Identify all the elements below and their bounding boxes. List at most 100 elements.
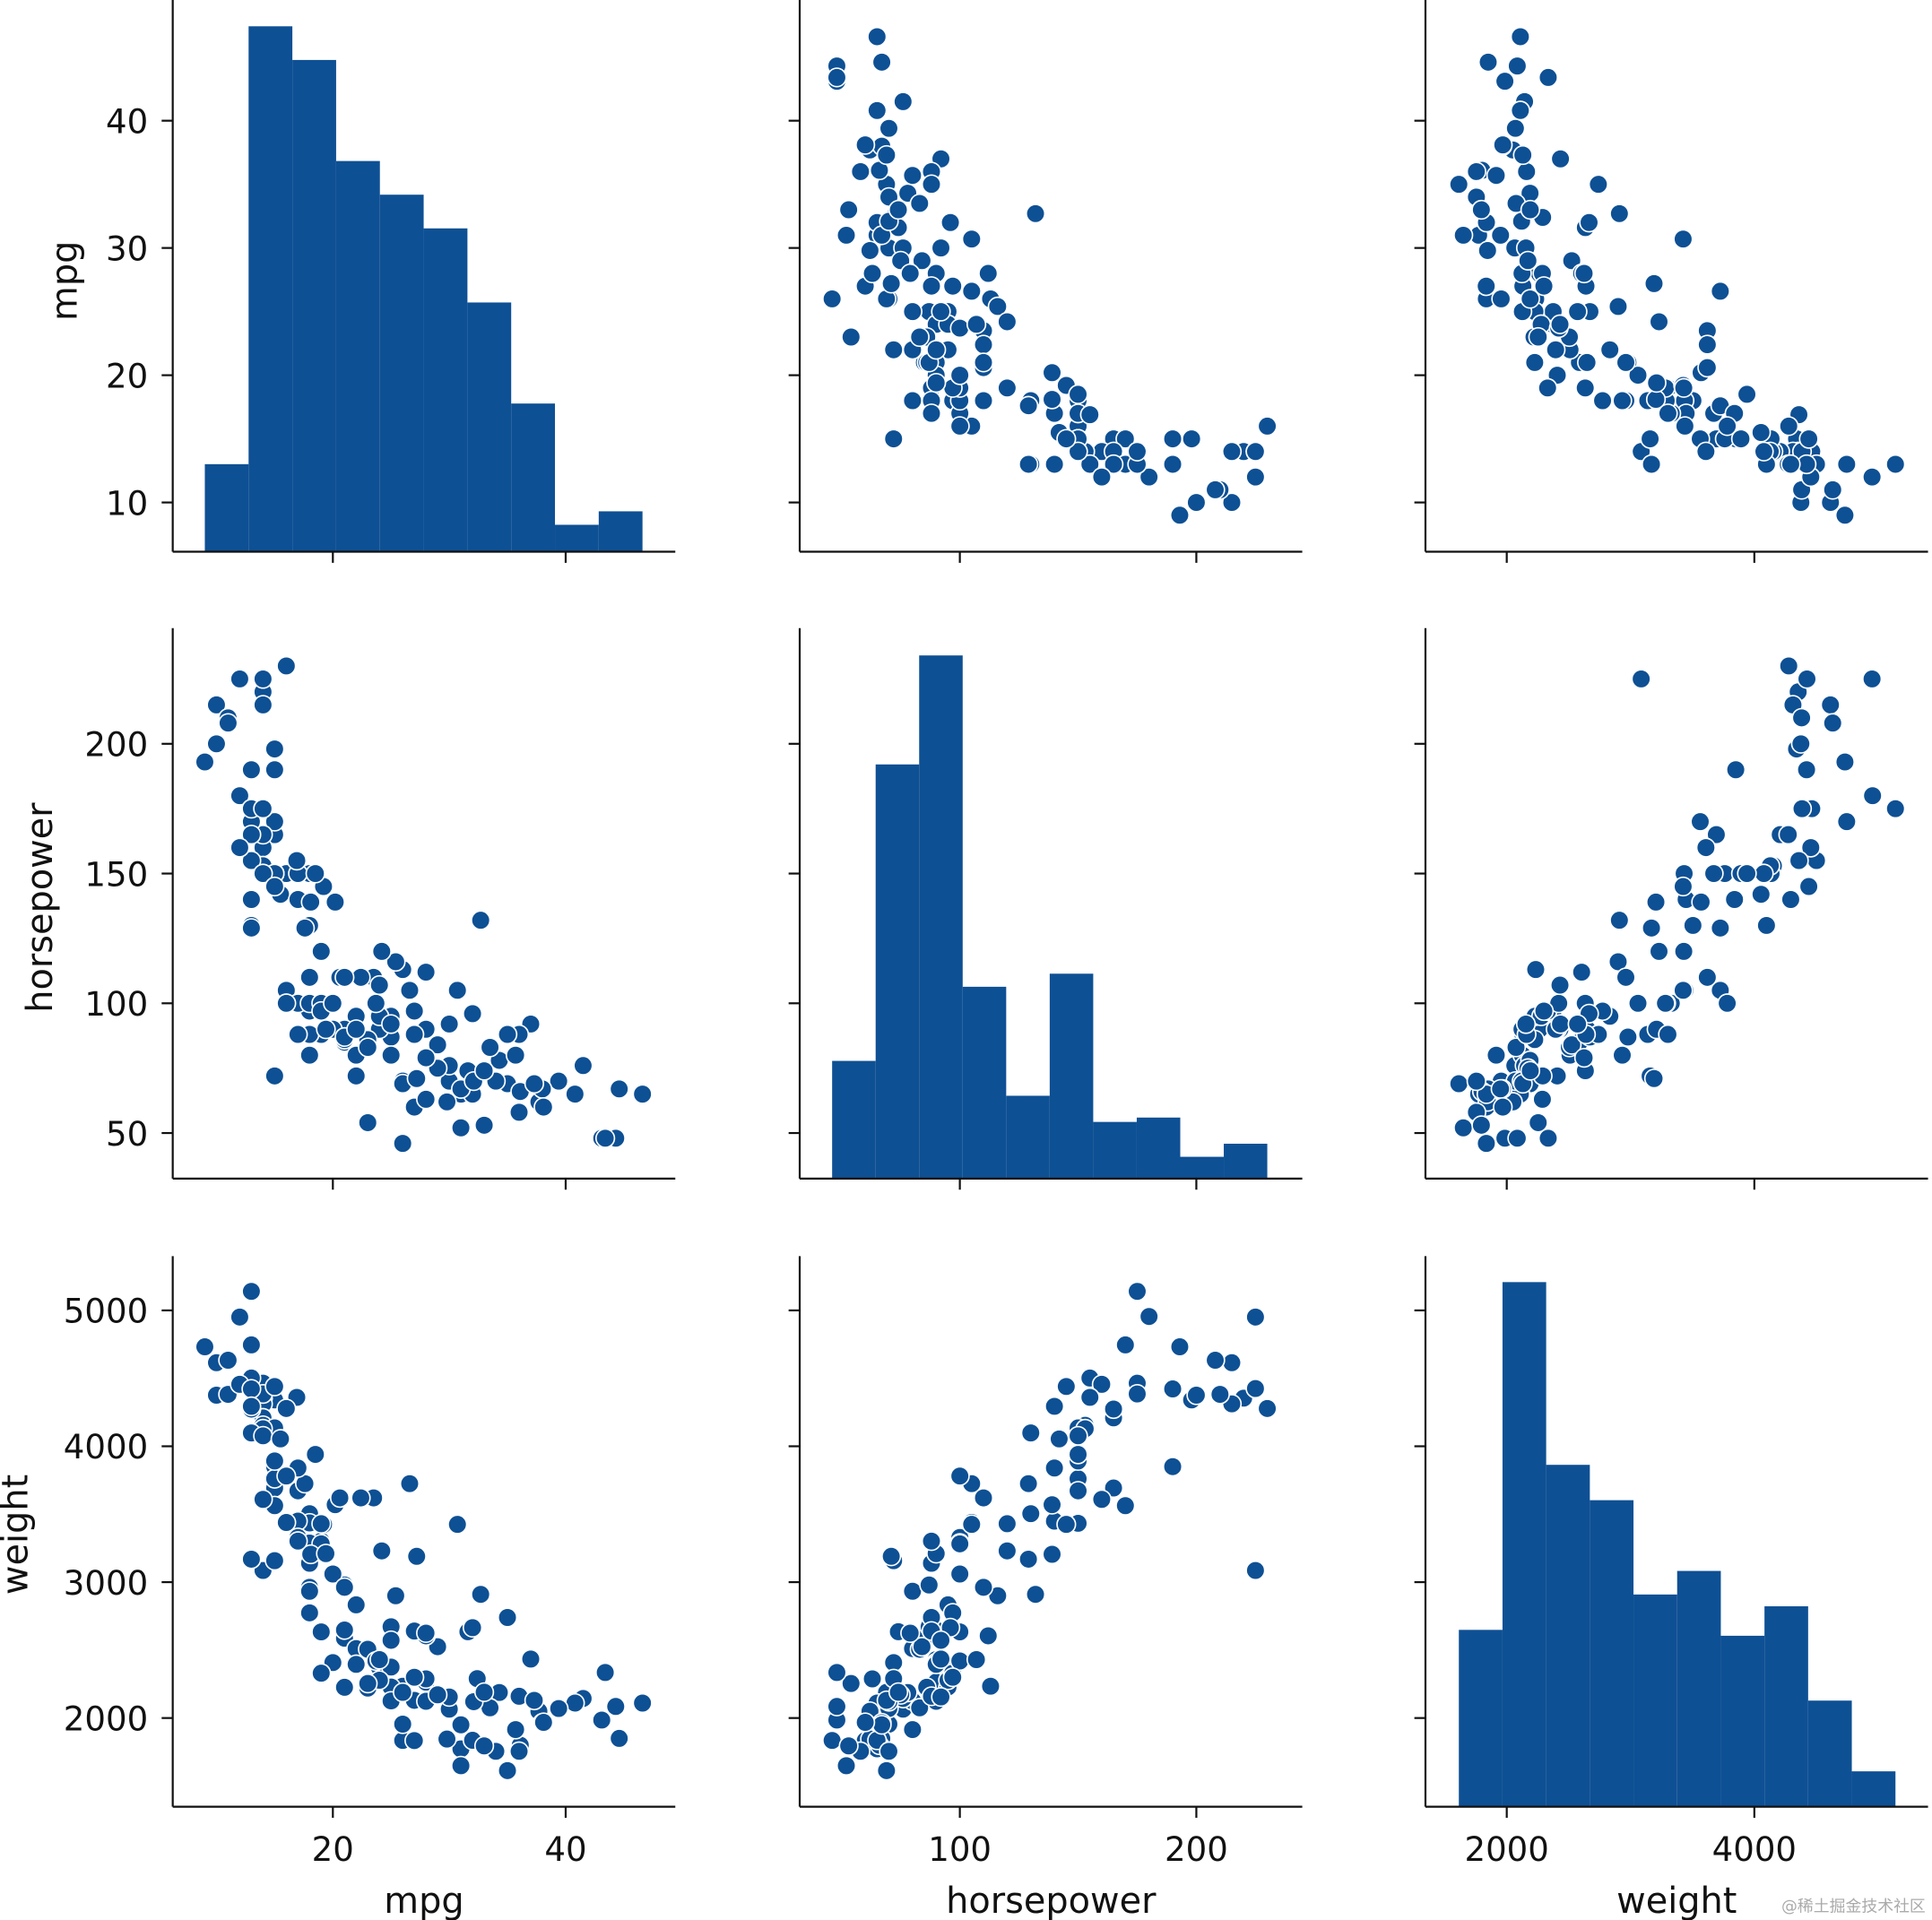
hist-bar <box>919 655 963 1179</box>
scatter-point <box>919 1575 940 1596</box>
scatter-point <box>1520 1060 1541 1081</box>
scatter-point <box>1056 1376 1077 1397</box>
scatter-point <box>931 238 951 258</box>
scatter-point <box>1049 1429 1070 1449</box>
scatter-point <box>253 799 273 819</box>
scatter-point <box>1780 454 1801 475</box>
scatter-point <box>1471 1115 1492 1136</box>
scatter-point <box>1616 352 1636 373</box>
scatter-point <box>404 1730 425 1751</box>
scatter-point <box>471 1584 491 1604</box>
scatter-point <box>1533 276 1555 297</box>
scatter-point <box>1068 1444 1088 1465</box>
scatter-point <box>241 759 262 780</box>
x-tick-label: 100 <box>928 1830 992 1869</box>
scatter-point <box>862 263 883 284</box>
hist-bar <box>1093 1121 1137 1179</box>
hist-bar <box>1224 1143 1268 1179</box>
y-tick-label: 5000 <box>64 1293 148 1331</box>
scatter-point <box>1627 365 1649 385</box>
scatter-point <box>1018 1474 1039 1494</box>
y-tick-label: 4000 <box>64 1428 148 1466</box>
scatter-point <box>1756 915 1777 936</box>
scatter-point <box>241 1396 262 1417</box>
y-tick-label: 40 <box>106 102 148 141</box>
scatter-point <box>949 1466 970 1486</box>
scatter-point <box>1186 1385 1207 1405</box>
scatter-point <box>822 289 843 309</box>
scatter-point <box>1221 1353 1243 1373</box>
scatter-point <box>1127 441 1148 462</box>
scatter-point <box>1691 892 1711 912</box>
scatter-point <box>241 1335 262 1355</box>
panel-mpg-vs-horsepower <box>788 0 1303 563</box>
scatter-point <box>1044 1396 1065 1417</box>
scatter-point <box>1115 1495 1136 1516</box>
scatter-point <box>1609 910 1630 930</box>
scatter-point <box>867 26 888 48</box>
scatter-point <box>1091 467 1113 488</box>
scatter-point <box>1724 889 1745 910</box>
scatter-point <box>381 1630 402 1651</box>
scatter-point <box>942 276 963 297</box>
scatter-point <box>1754 441 1774 462</box>
scatter-point <box>316 1019 336 1040</box>
scatter-point <box>1789 850 1809 871</box>
scatter-point <box>1751 422 1772 443</box>
scatter-point <box>902 165 923 186</box>
scatter-point <box>462 1617 483 1638</box>
hist-bar <box>832 1060 876 1179</box>
scatter-point <box>883 428 904 449</box>
scatter-point <box>1520 199 1541 221</box>
scatter-point <box>346 1595 367 1615</box>
scatter-point <box>497 1607 518 1628</box>
y-tick-label: 2000 <box>64 1699 148 1738</box>
panel-mpg-vs-weight <box>1414 0 1928 563</box>
scatter-point <box>276 1466 297 1486</box>
scatter-point <box>1658 1024 1678 1045</box>
scatter-point <box>871 1715 892 1735</box>
scatter-point <box>276 1512 297 1533</box>
scatter-point <box>311 1622 332 1642</box>
scatter-point <box>1486 165 1507 186</box>
scatter-point <box>1449 1073 1469 1094</box>
scatter-point <box>1675 416 1695 437</box>
scatter-point <box>1567 301 1588 322</box>
scatter-point <box>241 850 262 871</box>
scatter-point <box>1020 1423 1041 1443</box>
hist-bar <box>1590 1500 1634 1807</box>
scatter-point <box>1599 340 1620 360</box>
scatter-point <box>1885 454 1906 475</box>
scatter-point <box>841 326 862 348</box>
scatter-point <box>299 967 320 988</box>
scatter-point <box>264 811 285 832</box>
scatter-point <box>1673 229 1694 249</box>
scatter-point <box>1649 941 1669 962</box>
scatter-point <box>506 1045 526 1066</box>
scatter-point <box>605 1696 626 1717</box>
scatter-point <box>1798 428 1819 449</box>
scatter-point <box>428 1684 448 1705</box>
x-tick-label: 4000 <box>1712 1830 1797 1869</box>
scatter-point <box>949 1563 970 1585</box>
scatter-point <box>294 918 316 938</box>
scatter-point <box>497 1760 518 1781</box>
scatter-point <box>533 1712 554 1733</box>
scatter-point <box>1115 1335 1136 1355</box>
scatter-point <box>949 416 970 437</box>
scatter-point <box>195 1336 215 1357</box>
scatter-point <box>230 1307 250 1328</box>
scatter-point <box>1494 71 1515 91</box>
y-tick-label: 30 <box>106 229 148 268</box>
scatter-point <box>1162 1379 1183 1399</box>
scatter-point <box>462 1003 483 1025</box>
scatter-point <box>366 993 386 1014</box>
scatter-point <box>841 1674 862 1694</box>
scatter-point <box>358 1037 378 1058</box>
scatter-point <box>1641 454 1662 475</box>
scatter-point <box>497 1024 518 1045</box>
scatter-point <box>1532 1089 1553 1110</box>
scatter-point <box>404 1024 425 1045</box>
scatter-point <box>230 837 250 858</box>
scatter-point <box>949 1534 970 1554</box>
